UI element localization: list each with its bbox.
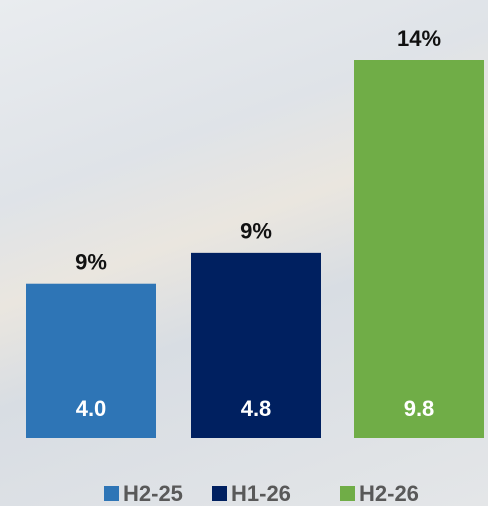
legend-label: H1-26 xyxy=(231,481,291,506)
legend-label: H2-25 xyxy=(123,481,183,506)
growth-label: 9% xyxy=(75,250,107,275)
legend-swatch xyxy=(104,486,119,501)
bar xyxy=(191,252,321,438)
legend-swatch xyxy=(340,486,355,501)
growth-label: 14% xyxy=(397,26,441,51)
legend-swatch xyxy=(212,486,227,501)
value-label: 9.8 xyxy=(404,396,435,421)
bar xyxy=(354,60,484,438)
growth-label: 9% xyxy=(240,219,272,244)
value-label: 4.8 xyxy=(241,396,272,421)
value-label: 4.0 xyxy=(76,396,107,421)
bar xyxy=(26,283,156,438)
legend-label: H2-26 xyxy=(359,481,419,506)
